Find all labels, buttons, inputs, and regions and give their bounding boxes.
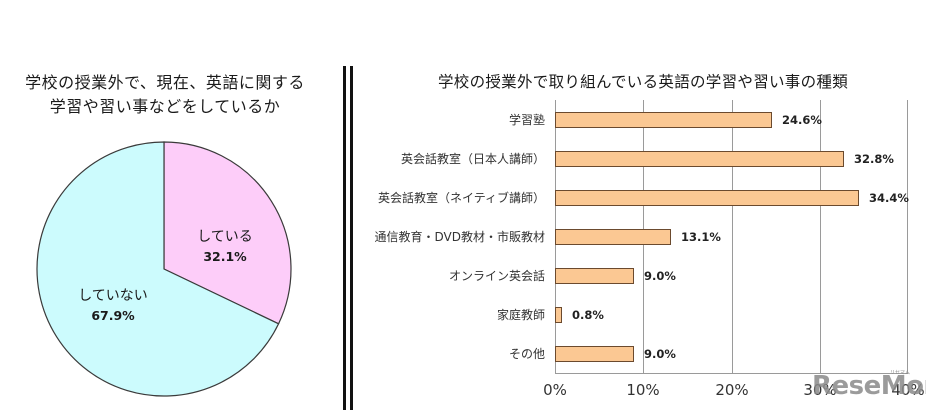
gridline bbox=[820, 100, 821, 374]
pie-title-line1: 学校の授業外で、現在、英語に関する bbox=[25, 73, 305, 92]
pie-title-line2: 学習や習い事などをしているか bbox=[49, 97, 281, 116]
bar-chart-title: 学校の授業外で取り組んでいる英語の学習や習い事の種類 bbox=[437, 73, 849, 91]
x-tick-label: 40% bbox=[891, 381, 925, 399]
x-tick-label: 0% bbox=[543, 381, 567, 399]
category-label: 学習塾 bbox=[508, 113, 545, 127]
bar-value-label: 13.1% bbox=[681, 230, 721, 244]
pie-label-not-doing: していない 67.9% bbox=[68, 287, 158, 325]
pie-slice-doing bbox=[163, 141, 292, 325]
bar bbox=[555, 268, 634, 284]
bar-value-label: 0.8% bbox=[572, 308, 604, 322]
resemom-watermark: ReseMom bbox=[812, 371, 926, 401]
bar bbox=[555, 112, 772, 128]
pie-label-doing-text: している bbox=[197, 229, 253, 245]
bar-value-label: 9.0% bbox=[644, 269, 676, 283]
divider-line-left bbox=[343, 66, 346, 410]
pie-label-not-doing-text: していない bbox=[78, 288, 148, 304]
x-tick-label: 30% bbox=[803, 381, 837, 399]
x-tick-label: 20% bbox=[715, 381, 749, 399]
pie-label-doing-value: 32.1% bbox=[203, 249, 247, 264]
category-label: 英会話教室（ネイティブ講師） bbox=[377, 191, 545, 205]
pie-label-doing: している 32.1% bbox=[185, 228, 265, 266]
category-label: その他 bbox=[508, 347, 545, 361]
pie-label-not-doing-value: 67.9% bbox=[91, 308, 135, 323]
pie-chart bbox=[36, 141, 292, 397]
gridline bbox=[732, 100, 733, 374]
bar-chart-plot-area: 24.6% 32.8% 34.4% 13.1% 9.0% 0.8% 9.0% bbox=[555, 100, 909, 374]
bar bbox=[555, 190, 859, 206]
resemom-watermark-ruby: リセマム bbox=[890, 370, 911, 376]
divider-line-right bbox=[350, 66, 353, 410]
bar-value-label: 32.8% bbox=[854, 152, 894, 166]
bar-value-label: 9.0% bbox=[644, 347, 676, 361]
bar-value-label: 24.6% bbox=[782, 113, 822, 127]
gridline bbox=[907, 100, 908, 374]
x-tick-label: 10% bbox=[626, 381, 660, 399]
bar bbox=[555, 307, 562, 323]
bar-value-label: 34.4% bbox=[869, 191, 909, 205]
bar bbox=[555, 151, 844, 167]
category-label: 英会話教室（日本人講師） bbox=[400, 152, 545, 166]
bar bbox=[555, 346, 634, 362]
category-label: オンライン英会話 bbox=[448, 269, 545, 283]
pie-chart-title: 学校の授業外で、現在、英語に関する 学習や習い事などをしているか bbox=[0, 71, 330, 119]
pie-slice-not-doing bbox=[36, 141, 280, 397]
x-axis-line bbox=[555, 373, 908, 374]
category-label: 通信教育・DVD教材・市販教材 bbox=[374, 230, 545, 244]
bar bbox=[555, 229, 671, 245]
category-label: 家庭教師 bbox=[496, 308, 545, 322]
